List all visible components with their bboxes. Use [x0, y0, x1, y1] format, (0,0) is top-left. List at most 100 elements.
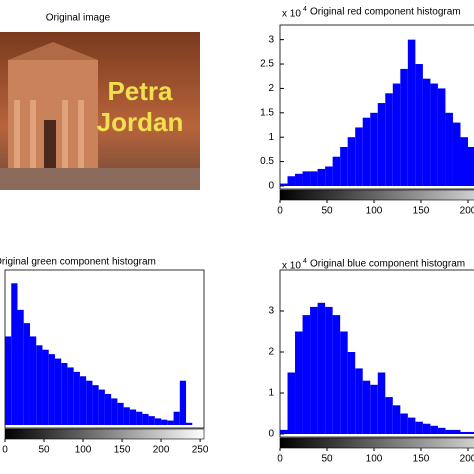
y-tick-label: 3: [268, 34, 274, 45]
y-multiplier-exponent: 4: [303, 6, 307, 13]
bar: [142, 413, 149, 425]
bar: [445, 429, 453, 434]
bar: [23, 323, 30, 425]
x-tick-label: 0: [2, 445, 8, 456]
y-multiplier: x 10: [282, 9, 301, 20]
bar: [392, 405, 401, 434]
bar: [370, 112, 378, 186]
bar: [92, 385, 99, 425]
bar: [104, 394, 112, 425]
bar: [385, 93, 393, 186]
bar: [11, 283, 18, 425]
bar: [437, 427, 446, 434]
image-title: Original image: [46, 13, 111, 24]
y-tick-label: 1: [268, 388, 274, 399]
bar: [167, 420, 174, 425]
x-tick-label: 200: [460, 206, 474, 217]
bar: [186, 422, 193, 425]
bar: [287, 176, 296, 186]
x-tick-label: 150: [413, 454, 430, 465]
bar: [36, 345, 43, 425]
bar: [407, 417, 416, 434]
intensity-bar: [279, 437, 474, 449]
bar: [430, 425, 438, 434]
bar: [302, 171, 311, 186]
bar: [317, 168, 326, 186]
x-tick-label: 50: [321, 454, 333, 465]
bar: [295, 331, 303, 434]
photo-text: Jordan: [97, 107, 184, 137]
bar: [317, 302, 326, 434]
x-tick-label: 150: [114, 445, 131, 456]
y-tick-label: 1.5: [260, 107, 274, 118]
y-tick-label: 2.5: [260, 59, 274, 70]
bar: [42, 349, 49, 425]
bar: [111, 398, 118, 425]
bar: [73, 371, 80, 425]
bar: [415, 421, 423, 434]
y-multiplier: x 10: [282, 261, 301, 272]
bar: [377, 103, 386, 186]
x-tick-label: 100: [75, 445, 92, 456]
bar: [54, 358, 62, 425]
y-tick-label: 2: [268, 83, 274, 94]
bar: [332, 156, 341, 186]
bar: [468, 146, 474, 186]
bar: [370, 384, 378, 434]
bar: [400, 68, 408, 186]
bar: [79, 376, 87, 425]
y-tick-label: 2: [268, 347, 274, 358]
bar: [407, 39, 416, 186]
bar: [452, 122, 461, 186]
bar: [310, 171, 318, 186]
bar: [136, 411, 143, 425]
bar: [48, 354, 55, 425]
bar: [460, 431, 468, 434]
y-multiplier-exponent: 4: [303, 258, 307, 265]
bar: [287, 372, 296, 434]
bar: [61, 363, 68, 425]
intensity-bar: [4, 428, 205, 440]
y-tick-label: 1: [268, 132, 274, 143]
bar: [392, 83, 401, 186]
bar: [437, 88, 446, 186]
x-tick-label: 100: [366, 206, 383, 217]
bar: [280, 183, 288, 186]
x-tick-label: 0: [277, 206, 283, 217]
bar: [468, 431, 474, 434]
bar: [129, 409, 137, 425]
bar: [362, 117, 371, 186]
x-tick-label: 200: [460, 454, 474, 465]
x-tick-label: 50: [38, 445, 50, 456]
y-tick-label: 0.5: [260, 156, 274, 167]
intensity-bar: [279, 189, 474, 201]
bar: [86, 380, 93, 425]
bar: [117, 402, 124, 425]
y-tick-label: 3: [268, 306, 274, 317]
bar: [179, 380, 187, 425]
bar: [385, 397, 393, 434]
y-tick-label: 0: [268, 429, 274, 440]
bar: [310, 306, 318, 434]
bar: [460, 137, 468, 186]
bar: [355, 127, 363, 186]
photo-text: Petra: [107, 76, 173, 106]
bar: [362, 380, 371, 434]
bar: [295, 173, 303, 186]
bar: [280, 429, 288, 434]
bar: [17, 309, 24, 425]
bar: [98, 389, 105, 425]
photo: Petra Jordan: [0, 32, 200, 190]
x-tick-label: 200: [153, 445, 170, 456]
bar: [452, 429, 461, 434]
x-tick-label: 50: [321, 206, 333, 217]
bar: [347, 352, 356, 434]
bar: [29, 336, 37, 425]
bar: [415, 64, 423, 186]
x-tick-label: 0: [277, 454, 283, 465]
x-tick-label: 100: [366, 454, 383, 465]
bar: [154, 418, 162, 425]
bar: [67, 367, 74, 425]
bar: [422, 423, 431, 434]
